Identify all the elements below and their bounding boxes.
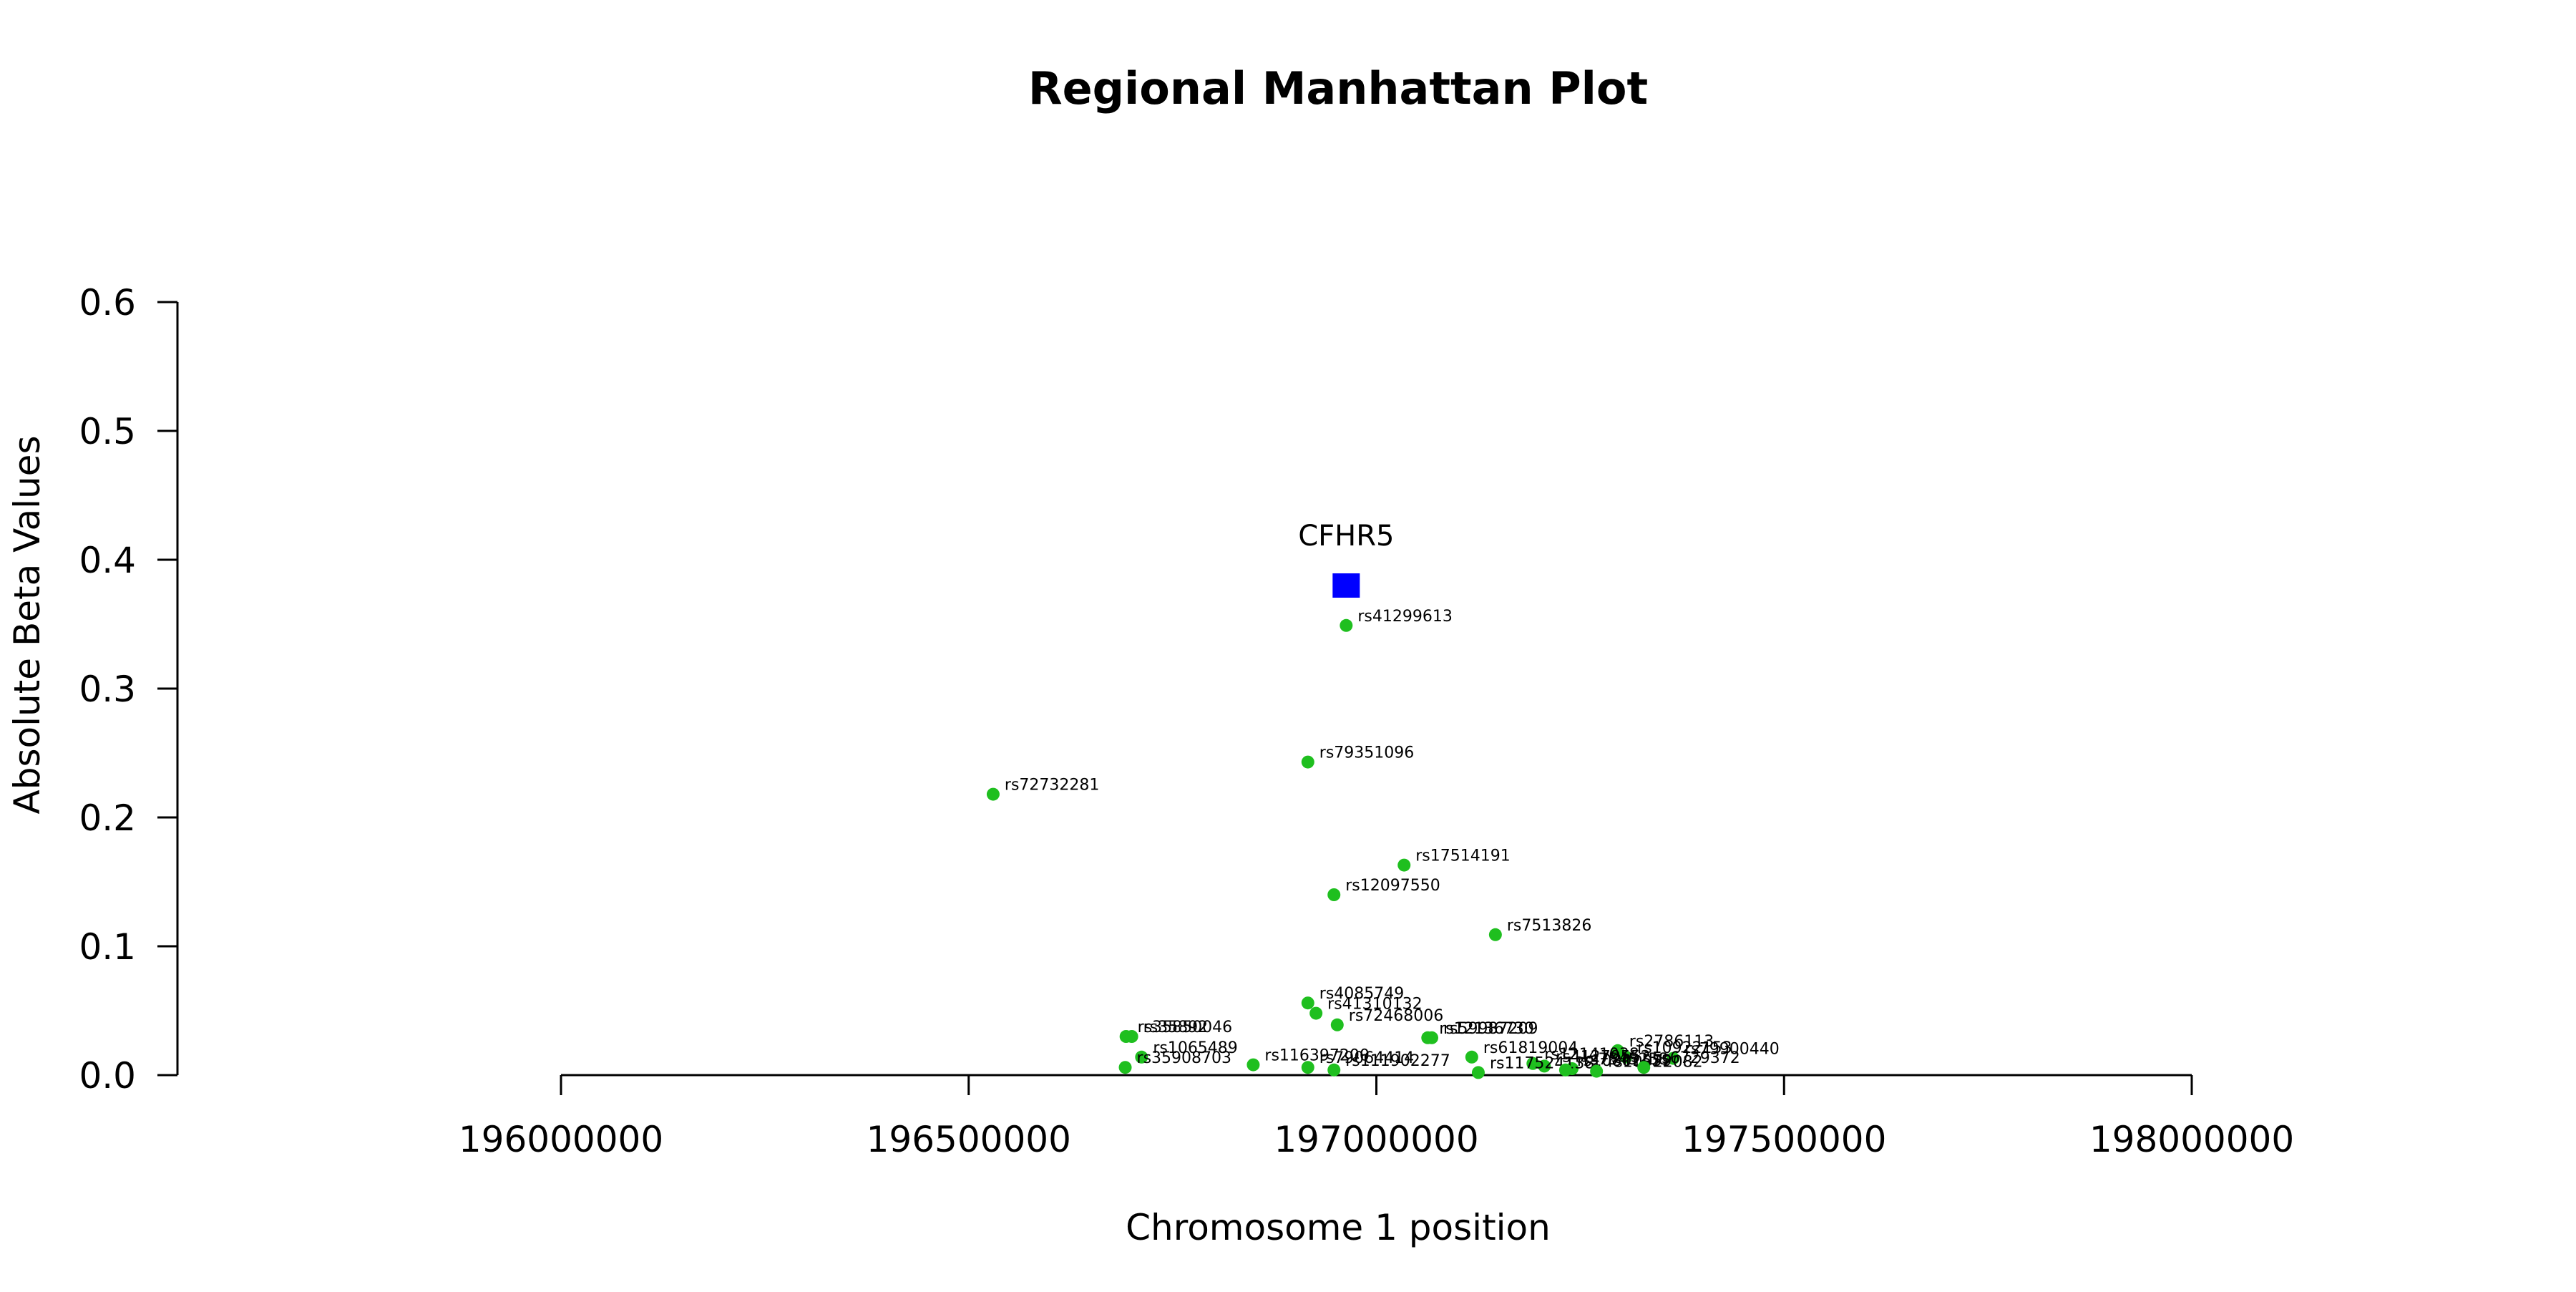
- snp-label: rs4085749: [1319, 985, 1405, 1003]
- y-tick-label: 0.2: [79, 797, 136, 839]
- snp-point: [1309, 1006, 1323, 1020]
- snp-point: [1558, 1063, 1572, 1077]
- snp-label: rs41299613: [1357, 608, 1452, 626]
- snp-label: rs41310132: [1327, 996, 1422, 1014]
- snp-point: [1526, 1057, 1540, 1070]
- chart-title: Regional Manhattan Plot: [1028, 62, 1648, 115]
- x-tick-label: 197000000: [1274, 1119, 1478, 1160]
- snp-label: rs10922153: [1637, 1039, 1732, 1057]
- snp-label: rs116397200: [1264, 1047, 1369, 1065]
- x-tick-label: 196500000: [867, 1119, 1071, 1160]
- snp-point: [1301, 996, 1314, 1010]
- gene-marker: [1332, 573, 1360, 598]
- snp-label: rs72732281: [1005, 777, 1099, 795]
- snp-label: rs79900440: [1684, 1041, 1779, 1059]
- snp-label: rs17514191: [1415, 847, 1510, 865]
- snp-point: [1619, 1050, 1633, 1064]
- snp-point: [1667, 1051, 1680, 1065]
- snp-point: [1488, 928, 1502, 941]
- snp-label: rs1065489: [1153, 1039, 1238, 1057]
- snp-label: rs72468006: [1349, 1007, 1443, 1025]
- snp-label: rs79351096: [1319, 744, 1414, 762]
- snp-label: rs117524138: [1490, 1054, 1594, 1072]
- y-tick-label: 0.6: [79, 282, 136, 324]
- snp-label: rs10922082: [1608, 1054, 1702, 1072]
- snp-label: rs61819004: [1483, 1039, 1578, 1057]
- snp-point: [1538, 1059, 1551, 1073]
- x-tick-label: 196000000: [459, 1119, 663, 1160]
- snp-label: rs35892: [1143, 1019, 1209, 1036]
- y-tick-label: 0.4: [79, 540, 136, 581]
- snp-point: [1590, 1064, 1604, 1078]
- snp-label: rs35908703: [1137, 1049, 1231, 1067]
- x-axis-label: Chromosome 1 position: [1126, 1207, 1551, 1248]
- y-tick-label: 0.5: [79, 411, 136, 452]
- points-layer: rs41299613 rs79351096 rs72732281 rs17514191…: [986, 608, 1780, 1079]
- y-tick-label: 0.3: [79, 669, 136, 710]
- snp-point: [1340, 618, 1353, 632]
- snp-point: [1246, 1058, 1260, 1072]
- snp-point: [1397, 858, 1411, 872]
- snp-label: rs12097550: [1345, 877, 1440, 895]
- snp-label: rs59987209: [1443, 1020, 1538, 1038]
- snp-point: [1465, 1050, 1478, 1064]
- snp-point: [1330, 1018, 1344, 1031]
- snp-label: rs12141038: [1544, 1046, 1639, 1064]
- snp-point: [1135, 1050, 1148, 1064]
- gene-layer: CFHR5: [1298, 520, 1394, 598]
- snp-point: [1425, 1031, 1438, 1044]
- x-tick-label: 197500000: [1682, 1119, 1886, 1160]
- snp-label: rs6729372: [1655, 1049, 1740, 1067]
- snp-label: rs111902277: [1345, 1052, 1450, 1070]
- snp-point: [1327, 888, 1341, 901]
- snp-label: rs35850046: [1138, 1019, 1232, 1036]
- snp-label: rs2786113: [1629, 1033, 1714, 1051]
- snp-point: [1118, 1061, 1132, 1074]
- x-tick-label: 198000000: [2089, 1119, 2294, 1160]
- snp-point: [1301, 755, 1314, 769]
- snp-point: [986, 787, 1000, 801]
- snp-point: [1327, 1063, 1341, 1077]
- gene-label: CFHR5: [1298, 520, 1394, 553]
- snp-label: rs12136730: [1439, 1020, 1533, 1038]
- y-tick-label: 0.1: [79, 926, 136, 968]
- axes: 196000000 196500000 197000000 197500000 1980…: [79, 282, 2294, 1160]
- snp-point: [1637, 1061, 1651, 1074]
- y-tick-label: 0.0: [79, 1055, 136, 1097]
- snp-point: [1125, 1030, 1138, 1043]
- snp-label: rs7513826: [1507, 917, 1592, 935]
- snp-point: [1301, 1061, 1314, 1074]
- snp-point: [1471, 1066, 1485, 1079]
- y-axis-label: Absolute Beta Values: [6, 436, 48, 815]
